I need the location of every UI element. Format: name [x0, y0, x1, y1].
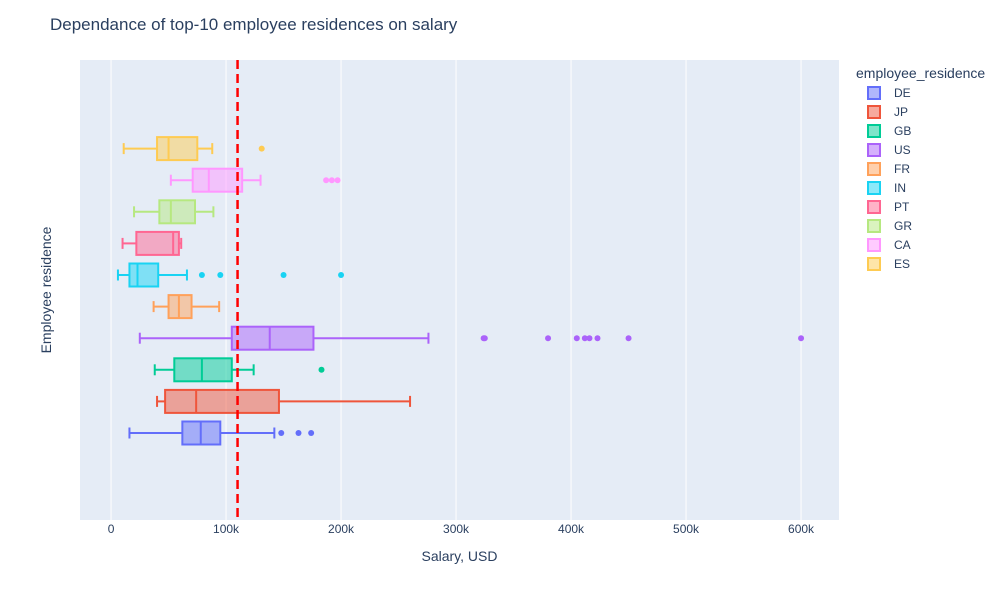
- outlier-point: [338, 272, 345, 278]
- box-trace-us[interactable]: [138, 325, 805, 351]
- outlier-point: [581, 335, 588, 342]
- x-tick-label: 100k: [213, 522, 240, 536]
- outlier-point: [334, 177, 341, 184]
- outlier-point: [545, 335, 552, 342]
- legend-item-us[interactable]: US: [867, 143, 911, 157]
- box-trace-de[interactable]: [128, 420, 315, 446]
- legend-label: GR: [894, 219, 912, 233]
- legend-label: ES: [894, 257, 910, 271]
- legend-swatch: [867, 143, 881, 157]
- box-iqr: [173, 357, 233, 383]
- legend-swatch: [867, 105, 881, 119]
- outlier-point: [586, 335, 593, 342]
- outlier-point: [258, 145, 265, 152]
- x-tick-label: 500k: [673, 522, 700, 536]
- legend-item-gr[interactable]: GR: [867, 219, 912, 233]
- outlier-point: [573, 335, 580, 342]
- legend-item-in[interactable]: IN: [867, 181, 906, 195]
- legend-label: GB: [894, 124, 911, 138]
- legend-label: JP: [894, 105, 908, 119]
- legend-item-es[interactable]: ES: [867, 257, 910, 271]
- box-trace-gb[interactable]: [153, 357, 325, 383]
- legend-item-gb[interactable]: GB: [867, 124, 911, 138]
- box-trace-ca[interactable]: [169, 167, 341, 193]
- legend-item-ca[interactable]: CA: [867, 238, 911, 252]
- box-trace-gr[interactable]: [133, 199, 215, 225]
- legend-label: DE: [894, 86, 911, 100]
- legend-label: PT: [894, 200, 910, 214]
- box-iqr: [164, 388, 280, 414]
- legend-title: employee_residence: [856, 65, 985, 81]
- outlier-point: [481, 335, 488, 342]
- outlier-point: [323, 177, 330, 184]
- box-trace-es[interactable]: [122, 136, 265, 162]
- legend-item-fr[interactable]: FR: [867, 162, 910, 176]
- legend-swatch: [867, 181, 881, 195]
- box-iqr: [191, 167, 244, 193]
- x-axis-title: Salary, USD: [422, 548, 498, 564]
- x-tick-label: 300k: [443, 522, 470, 536]
- legend-item-jp[interactable]: JP: [867, 105, 908, 119]
- legend-swatch: [867, 219, 881, 233]
- box-trace-pt[interactable]: [121, 230, 183, 256]
- outlier-point: [198, 272, 205, 278]
- legend-item-de[interactable]: DE: [867, 86, 911, 100]
- outlier-point: [625, 335, 632, 342]
- legend-label: IN: [894, 181, 906, 195]
- outlier-point: [295, 430, 302, 436]
- box-trace-in[interactable]: [116, 262, 345, 288]
- box-iqr: [135, 230, 180, 256]
- box-iqr: [156, 136, 199, 162]
- legend-swatch: [867, 238, 881, 252]
- legend: employee_residence DE JP GB US FR IN PT GR CA ES: [856, 65, 985, 271]
- outlier-point: [308, 430, 315, 436]
- box-trace-jp[interactable]: [156, 388, 412, 414]
- legend-item-pt[interactable]: PT: [867, 200, 910, 214]
- plot-area[interactable]: [80, 60, 839, 520]
- gridlines: [110, 60, 802, 520]
- outlier-point: [798, 335, 805, 342]
- outlier-point: [278, 430, 285, 436]
- outlier-point: [217, 272, 224, 278]
- outlier-point: [328, 177, 335, 184]
- box-trace-fr[interactable]: [152, 294, 221, 320]
- box-iqr: [158, 199, 197, 225]
- outlier-point: [318, 366, 325, 373]
- y-axis-title: Employee residence: [38, 226, 54, 353]
- outlier-point: [594, 335, 601, 342]
- legend-label: CA: [894, 238, 911, 252]
- x-tick-label: 0: [108, 522, 115, 536]
- legend-label: FR: [894, 162, 910, 176]
- x-tick-label: 600k: [788, 522, 815, 536]
- outlier-point: [280, 272, 287, 278]
- x-tick-label: 400k: [558, 522, 585, 536]
- x-axis-ticks: 0 100k 200k 300k 400k 500k 600k: [108, 522, 815, 536]
- legend-swatch: [867, 257, 881, 271]
- legend-label: US: [894, 143, 911, 157]
- box-traces: [116, 136, 805, 446]
- box-iqr: [230, 325, 315, 351]
- legend-swatch: [867, 200, 881, 214]
- legend-swatch: [867, 124, 881, 138]
- legend-swatch: [867, 162, 881, 176]
- box-iqr: [167, 294, 193, 320]
- x-tick-label: 200k: [328, 522, 355, 536]
- legend-swatch: [867, 86, 881, 100]
- chart-title: Dependance of top-10 employee residences…: [50, 15, 458, 34]
- box-iqr: [128, 262, 160, 288]
